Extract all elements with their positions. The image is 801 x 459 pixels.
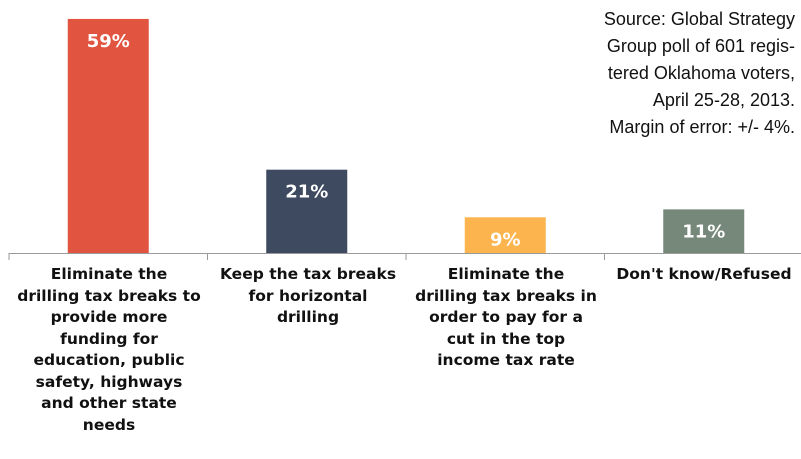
source-note: Source: Global Strategy Group poll of 60… bbox=[565, 6, 795, 141]
bar-2 bbox=[266, 169, 348, 253]
source-line-3: tered Oklahoma voters, bbox=[607, 63, 795, 83]
category-label-line: income tax rate bbox=[437, 351, 575, 369]
category-label-line: drilling tax breaks to bbox=[17, 286, 201, 305]
category-label-3: Eliminate the drilling tax breaks in order… bbox=[406, 264, 606, 372]
category-label-line: Don't know/Refused bbox=[616, 265, 792, 283]
bar-value-label-1: 59% bbox=[87, 31, 130, 52]
category-label-line: provide more bbox=[50, 308, 168, 326]
category-label-line: cut in the top bbox=[446, 329, 566, 348]
bar-3 bbox=[464, 217, 546, 253]
source-line-1: Source: Global Strategy bbox=[603, 9, 795, 29]
bar-value-label-2: 21% bbox=[285, 182, 328, 203]
bar-value-label-3: 9% bbox=[490, 229, 521, 250]
source-line-4: April 25-28, 2013. bbox=[652, 90, 795, 110]
category-label-4: Don't know/Refused bbox=[604, 264, 801, 286]
category-label-line: Keep the tax breaks bbox=[219, 265, 397, 283]
bar-value-label-4: 11% bbox=[682, 221, 725, 242]
source-line-5: Margin of error: +/- 4%. bbox=[609, 117, 795, 137]
category-label-line: drilling tax breaks in bbox=[415, 286, 597, 305]
bar-1 bbox=[67, 18, 149, 254]
category-label-line: order to pay for a bbox=[429, 308, 583, 326]
category-label-line: Eliminate the bbox=[50, 265, 168, 283]
category-label-line: needs bbox=[82, 415, 136, 434]
category-label-line: education, public bbox=[33, 351, 185, 369]
category-label-1: Eliminate the drilling tax breaks to provi… bbox=[9, 264, 209, 436]
category-label-line: Eliminate the bbox=[447, 265, 565, 283]
category-label-line: for horizontal bbox=[248, 286, 368, 305]
bar-4 bbox=[663, 209, 745, 253]
category-label-line: funding for bbox=[60, 329, 158, 348]
category-label-2: Keep the tax breaks for horizontal drillin… bbox=[208, 264, 408, 329]
category-label-line: safety, highways bbox=[35, 372, 183, 391]
category-label-line: drilling bbox=[276, 308, 340, 326]
source-line-2: Group poll of 601 regis- bbox=[606, 36, 795, 56]
category-label-line: and other state bbox=[41, 394, 177, 412]
